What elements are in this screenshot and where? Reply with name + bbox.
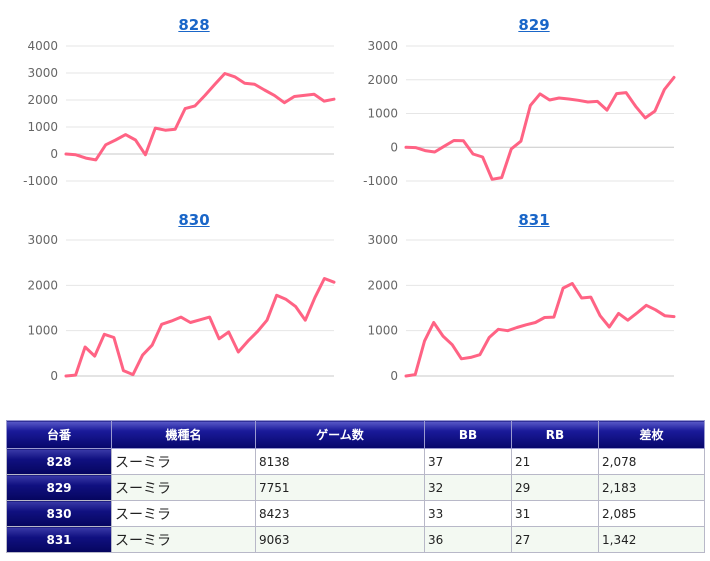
header-game-count: ゲーム数 — [255, 420, 425, 449]
machine-name-cell: スーミラ — [111, 526, 256, 553]
game-count-cell: 7751 — [255, 474, 425, 501]
header-bb: BB — [424, 420, 512, 449]
header-rb: RB — [511, 420, 599, 449]
chart-title-link[interactable]: 831 — [518, 211, 550, 229]
y-tick-label: 2000 — [27, 93, 58, 107]
header-machine-name: 機種名 — [111, 420, 256, 449]
chart-panel-829: 829 -1000 0 1000 2000 3000 — [363, 16, 684, 206]
line-chart: -1000 0 1000 2000 3000 4000 — [23, 39, 336, 188]
table-header-row: 台番 機種名 ゲーム数 BB RB 差枚 — [6, 420, 705, 449]
y-tick-label: 0 — [390, 140, 398, 154]
table-row: 831 スーミラ 9063 36 27 1,342 — [6, 526, 705, 553]
y-tick-label: 0 — [390, 369, 398, 383]
machine-number-cell[interactable]: 831 — [6, 526, 112, 553]
y-tick-label: -1000 — [23, 174, 58, 188]
y-tick-label: 2000 — [367, 73, 398, 87]
y-tick-label: 1000 — [367, 324, 398, 338]
table-row: 830 スーミラ 8423 33 31 2,085 — [6, 500, 705, 527]
y-tick-label: 1000 — [27, 120, 58, 134]
series-line — [404, 282, 676, 378]
bb-cell: 36 — [424, 526, 512, 553]
y-tick-label: 0 — [50, 147, 58, 161]
y-tick-label: 3000 — [27, 233, 58, 247]
game-count-cell: 9063 — [255, 526, 425, 553]
y-tick-label: 3000 — [367, 39, 398, 53]
game-count-cell: 8423 — [255, 500, 425, 527]
y-tick-label: 3000 — [27, 66, 58, 80]
rb-cell: 27 — [511, 526, 599, 553]
rb-cell: 29 — [511, 474, 599, 501]
bb-cell: 32 — [424, 474, 512, 501]
rb-cell: 31 — [511, 500, 599, 527]
machine-data-table: 台番 機種名 ゲーム数 BB RB 差枚 828 スーミラ 8138 37 21… — [6, 420, 705, 553]
line-chart: -1000 0 1000 2000 3000 — [363, 39, 676, 188]
table-row: 828 スーミラ 8138 37 21 2,078 — [6, 448, 705, 475]
difference-cell: 2,078 — [598, 448, 705, 475]
y-tick-label: 3000 — [367, 233, 398, 247]
machine-number-cell[interactable]: 828 — [6, 448, 112, 475]
header-machine-number: 台番 — [6, 420, 112, 449]
series-line — [404, 75, 676, 181]
y-tick-label: 2000 — [367, 278, 398, 292]
difference-cell: 2,085 — [598, 500, 705, 527]
machine-name-cell: スーミラ — [111, 474, 256, 501]
y-tick-label: 0 — [50, 369, 58, 383]
chart-panel-830: 830 0 1000 2000 3000 — [27, 211, 344, 401]
series-line — [64, 277, 336, 378]
y-tick-label: 2000 — [27, 278, 58, 292]
difference-cell: 2,183 — [598, 474, 705, 501]
line-chart: 0 1000 2000 3000 — [27, 233, 336, 383]
machine-number-cell[interactable]: 829 — [6, 474, 112, 501]
header-difference: 差枚 — [598, 420, 705, 449]
y-tick-label: 4000 — [27, 39, 58, 53]
chart-panel-828: 828 -1000 0 1000 2000 3000 4000 — [23, 16, 344, 206]
chart-title-link[interactable]: 828 — [178, 16, 210, 34]
game-count-cell: 8138 — [255, 448, 425, 475]
y-tick-label: 1000 — [367, 107, 398, 121]
bb-cell: 37 — [424, 448, 512, 475]
table-row: 829 スーミラ 7751 32 29 2,183 — [6, 474, 705, 501]
rb-cell: 21 — [511, 448, 599, 475]
bb-cell: 33 — [424, 500, 512, 527]
y-tick-label: -1000 — [363, 174, 398, 188]
series-line — [64, 72, 336, 162]
difference-cell: 1,342 — [598, 526, 705, 553]
line-chart: 0 1000 2000 3000 — [367, 233, 676, 383]
machine-name-cell: スーミラ — [111, 448, 256, 475]
chart-panel-831: 831 0 1000 2000 3000 — [367, 211, 684, 401]
chart-title-link[interactable]: 829 — [518, 16, 550, 34]
y-tick-label: 1000 — [27, 324, 58, 338]
machine-name-cell: スーミラ — [111, 500, 256, 527]
chart-title-link[interactable]: 830 — [178, 211, 210, 229]
machine-number-cell[interactable]: 830 — [6, 500, 112, 527]
